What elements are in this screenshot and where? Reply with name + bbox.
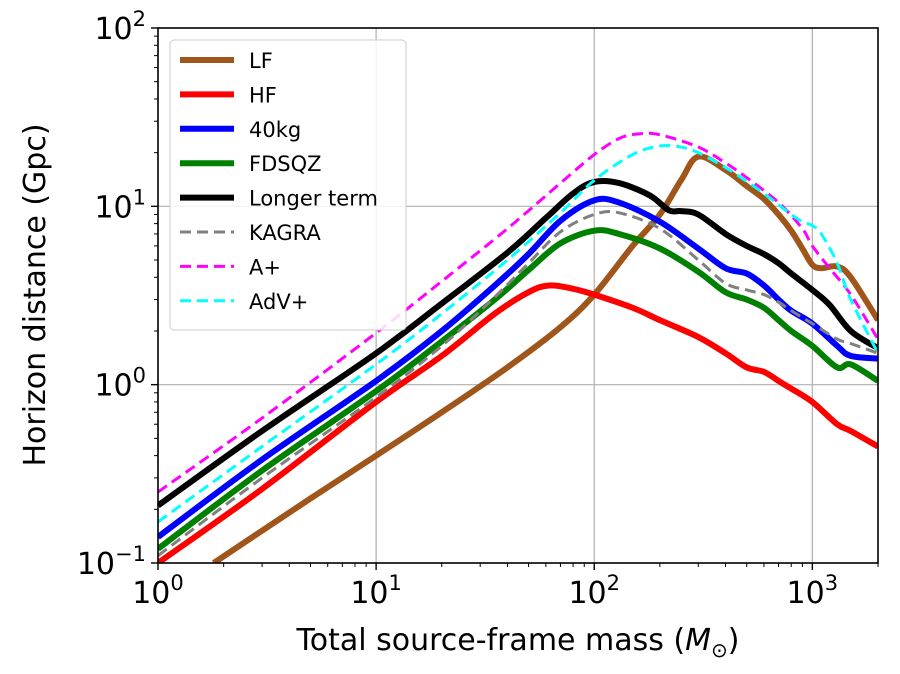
- y-axis-label: Horizon distance (Gpc): [18, 123, 53, 466]
- plot-frame: [157, 27, 879, 564]
- x-tick-exponent: 1: [389, 571, 402, 595]
- x-tick-exponent: 3: [825, 571, 838, 595]
- x-tick-label: 100: [132, 571, 184, 611]
- series-line-longer-term: [158, 177, 878, 508]
- y-tick-exponent: 1: [133, 185, 146, 209]
- x-tick-label: 103: [787, 571, 839, 611]
- series-line-40kg: [158, 195, 878, 540]
- legend-label-a: A+: [249, 255, 281, 279]
- series-line-lf: [212, 153, 878, 563]
- series-line-adv: [158, 143, 878, 524]
- x-tick-exponent: 2: [607, 571, 620, 595]
- y-tick-label: 101: [94, 185, 146, 225]
- legend-label-hf: HF: [249, 83, 277, 107]
- series-line-fdsqz: [158, 227, 878, 552]
- y-tick-base: 10: [77, 547, 115, 582]
- x-axis-label: Total source-frame mass (M⊙): [295, 623, 739, 662]
- series-layer: [158, 131, 878, 563]
- series-line-kagra: [158, 209, 878, 557]
- x-tick-base: 10: [350, 576, 388, 611]
- x-axis-label-symbol: M: [685, 623, 711, 658]
- x-tick-label: 101: [350, 571, 402, 611]
- y-tick-label: 10−1: [77, 542, 146, 582]
- x-axis-label-close: ): [728, 623, 740, 658]
- y-tick-label: 100: [94, 364, 146, 404]
- legend-label-longer-term: Longer term: [249, 187, 378, 211]
- y-tick-label: 102: [94, 7, 146, 47]
- y-tick-base: 10: [94, 369, 132, 404]
- x-tick-label: 102: [568, 571, 620, 611]
- x-tick-base: 10: [132, 576, 170, 611]
- legend-label-kagra: KAGRA: [249, 221, 321, 245]
- y-tick-exponent: 0: [133, 364, 146, 388]
- legend: LF HF 40kg FDSQZ Longer term KAGRA A+ AdV+: [169, 39, 407, 331]
- y-tick-base: 10: [94, 190, 132, 225]
- legend-label-lf: LF: [249, 49, 273, 73]
- x-axis-label-subscript: ⊙: [711, 638, 728, 662]
- x-tick-base: 10: [568, 576, 606, 611]
- x-tick-base: 10: [787, 576, 825, 611]
- y-tick-exponent: −1: [115, 542, 146, 566]
- legend-box: [169, 39, 407, 331]
- x-tick-exponent: 0: [170, 571, 183, 595]
- y-tick-exponent: 2: [133, 7, 146, 31]
- x-axis-label-main: Total source-frame mass (: [295, 623, 685, 658]
- legend-label-fdsqz: FDSQZ: [249, 152, 322, 176]
- legend-label-40kg: 40kg: [249, 118, 301, 142]
- y-tick-base: 10: [94, 12, 132, 47]
- series-line-hf: [158, 282, 878, 563]
- legend-label-adv: AdV+: [249, 290, 308, 314]
